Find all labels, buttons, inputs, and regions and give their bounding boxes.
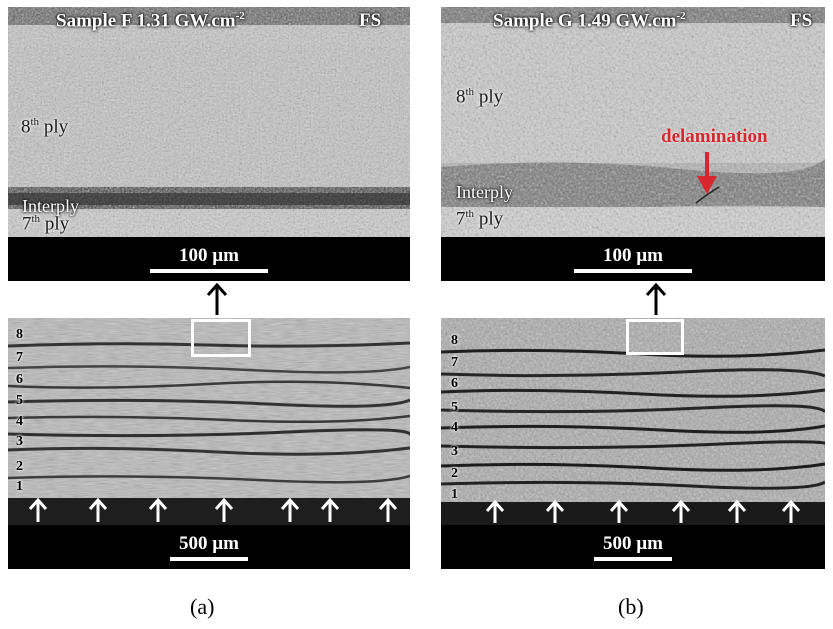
arrow-a-4: [214, 497, 234, 522]
scale-bar-a-bottom: 500 µm: [8, 525, 410, 569]
marker-arrows-b: [485, 499, 801, 523]
ply-8-label-b: 8th ply: [456, 86, 503, 108]
scale-bar-a-top-label: 100 µm: [178, 244, 240, 266]
scale-bar-b-top: 100 µm: [441, 237, 825, 281]
arrow-b-3: [609, 499, 629, 523]
ply-7-sup-a: th: [31, 213, 41, 225]
arrow-b-5: [727, 499, 747, 523]
marker-arrows-a: [28, 497, 398, 522]
scale-bar-a-top: 100 µm: [8, 237, 410, 281]
scale-bar-a-top-line: [150, 268, 268, 273]
ply-num-b-6: 6: [451, 376, 458, 391]
ply-7-label-a: 7th ply: [22, 213, 69, 235]
ply-7-sup-b: th: [465, 208, 475, 220]
zoom-region-box-b: [626, 319, 684, 355]
arrow-a-1: [28, 497, 48, 522]
scale-bar-b-bottom-label: 500 µm: [602, 532, 664, 554]
arrow-a-2: [88, 497, 108, 522]
delamination-label: delamination: [661, 126, 768, 147]
ply-7-num-b: 7: [456, 208, 466, 230]
interply-label-b: Interply: [456, 182, 513, 202]
ply-8-word-a: ply: [39, 116, 69, 138]
arrow-a-6: [320, 497, 340, 522]
micrograph-b-zoomed: [441, 7, 825, 237]
ply-8-sup-b: th: [465, 86, 475, 98]
arrow-a-5: [280, 497, 300, 522]
arrow-b-6: [781, 499, 801, 523]
fs-label-b: FS: [790, 10, 813, 31]
scale-bar-a-bottom-label: 500 µm: [178, 532, 240, 554]
interply-label-a: Interply: [22, 196, 79, 216]
scale-bar-b-bottom-line: [594, 556, 672, 561]
sample-b-exponent: -2: [676, 10, 686, 22]
ply-num-a-7: 7: [16, 350, 23, 365]
micrograph-a-overview: [8, 318, 410, 525]
scale-bar-b-bottom: 500 µm: [441, 525, 825, 569]
micrograph-a-overview-image: [8, 318, 410, 525]
ply-7-num-a: 7: [22, 213, 32, 235]
ply-num-b-7: 7: [451, 355, 458, 370]
fs-label-a: FS: [359, 10, 382, 31]
micrograph-a-zoomed: [8, 7, 410, 237]
ply-num-a-5: 5: [16, 393, 23, 408]
micrograph-a-zoomed-image: [8, 7, 410, 237]
ply-num-a-1: 1: [16, 479, 23, 494]
ply-num-a-6: 6: [16, 372, 23, 387]
scale-bar-a-bottom-line: [170, 556, 248, 561]
micrograph-b-zoomed-image: [441, 7, 825, 237]
ply-num-b-8: 8: [451, 333, 458, 348]
arrow-b-2: [545, 499, 565, 523]
zoom-arrow-b: [645, 282, 667, 315]
ply-num-a-2: 2: [16, 459, 23, 474]
sample-a-exponent: -2: [235, 10, 245, 22]
sample-a-header: Sample F 1.31 GW.cm-2: [56, 10, 245, 32]
ply-8-num-b: 8: [456, 86, 466, 108]
ply-8-label-a: 8th ply: [21, 116, 68, 138]
ply-num-b-3: 3: [451, 444, 458, 459]
ply-num-b-1: 1: [451, 487, 458, 502]
sample-b-label: Sample G 1.49 GW.cm: [493, 10, 677, 32]
ply-8-num-a: 8: [21, 116, 31, 138]
arrow-b-1: [485, 499, 505, 523]
ply-7-label-b: 7th ply: [456, 208, 503, 230]
zoom-arrow-a: [206, 282, 228, 315]
ply-8-word-b: ply: [474, 86, 504, 108]
scale-bar-b-top-label: 100 µm: [602, 244, 664, 266]
ply-num-b-5: 5: [451, 400, 458, 415]
sample-a-label: Sample F 1.31 GW.cm: [56, 10, 236, 32]
ply-num-b-4: 4: [451, 420, 458, 435]
sample-b-header: Sample G 1.49 GW.cm-2: [493, 10, 686, 32]
ply-num-b-2: 2: [451, 466, 458, 481]
caption-b: (b): [618, 594, 644, 619]
arrow-a-3: [148, 497, 168, 522]
ply-8-sup-a: th: [30, 116, 40, 128]
arrow-a-7: [378, 497, 398, 522]
ply-num-a-4: 4: [16, 414, 23, 429]
ply-num-a-3: 3: [16, 434, 23, 449]
ply-7-word-a: ply: [40, 213, 70, 235]
zoom-region-box-a: [191, 319, 251, 357]
scale-bar-b-top-line: [574, 268, 692, 273]
arrow-b-4: [671, 499, 691, 523]
caption-a: (a): [190, 594, 215, 619]
delamination-arrow: [697, 152, 717, 194]
ply-7-word-b: ply: [474, 208, 504, 230]
ply-num-a-8: 8: [16, 327, 23, 342]
